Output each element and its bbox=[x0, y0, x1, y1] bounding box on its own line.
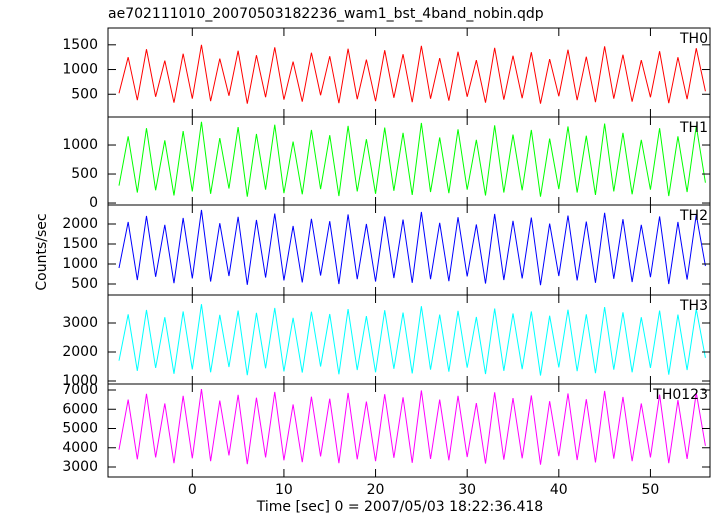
y-tick-label: 1000 bbox=[62, 62, 98, 78]
x-tick-label: 50 bbox=[642, 482, 660, 498]
light-curve bbox=[118, 209, 706, 286]
series-label: TH3 bbox=[679, 298, 708, 314]
series-label: TH0 bbox=[679, 31, 708, 47]
y-tick-label: 1000 bbox=[62, 137, 98, 153]
series-label: TH1 bbox=[679, 120, 708, 136]
light-curve bbox=[118, 44, 706, 104]
y-tick-label: 500 bbox=[71, 276, 98, 292]
panel-frame bbox=[107, 294, 711, 385]
y-tick-label: 1000 bbox=[62, 373, 98, 389]
panel-frame bbox=[107, 204, 711, 296]
y-axis-label: Counts/sec bbox=[34, 213, 50, 290]
y-tick-label: 2000 bbox=[62, 344, 98, 360]
series-label: TH2 bbox=[679, 208, 708, 224]
panel-frame bbox=[107, 383, 711, 478]
panel-frame bbox=[107, 116, 711, 206]
x-tick-label: 20 bbox=[367, 482, 385, 498]
y-tick-label: 1500 bbox=[62, 37, 98, 53]
y-tick-label: 500 bbox=[71, 86, 98, 102]
y-tick-label: 1500 bbox=[62, 236, 98, 252]
x-tick-label: 0 bbox=[188, 482, 197, 498]
x-tick-label: 30 bbox=[458, 482, 476, 498]
y-tick-label: 6000 bbox=[62, 401, 98, 417]
light-curve bbox=[118, 121, 706, 197]
y-tick-label: 1000 bbox=[62, 256, 98, 272]
series-label: TH0123 bbox=[652, 387, 708, 403]
y-tick-label: 3000 bbox=[62, 315, 98, 331]
x-axis-label: Time [sec] 0 = 2007/05/03 18:22:36.418 bbox=[256, 499, 543, 515]
chart-title: ae702111010_20070503182236_wam1_bst_4ban… bbox=[108, 6, 544, 22]
y-tick-label: 3000 bbox=[62, 459, 98, 475]
x-tick-label: 40 bbox=[550, 482, 568, 498]
y-tick-label: 500 bbox=[71, 166, 98, 182]
y-tick-label: 7000 bbox=[62, 382, 98, 398]
y-tick-label: 2000 bbox=[62, 216, 98, 232]
light-curve bbox=[118, 388, 706, 465]
light-curve bbox=[118, 304, 706, 376]
y-tick-label: 5000 bbox=[62, 421, 98, 437]
y-tick-label: 0 bbox=[89, 195, 98, 211]
x-tick-label: 10 bbox=[275, 482, 293, 498]
y-tick-label: 4000 bbox=[62, 440, 98, 456]
